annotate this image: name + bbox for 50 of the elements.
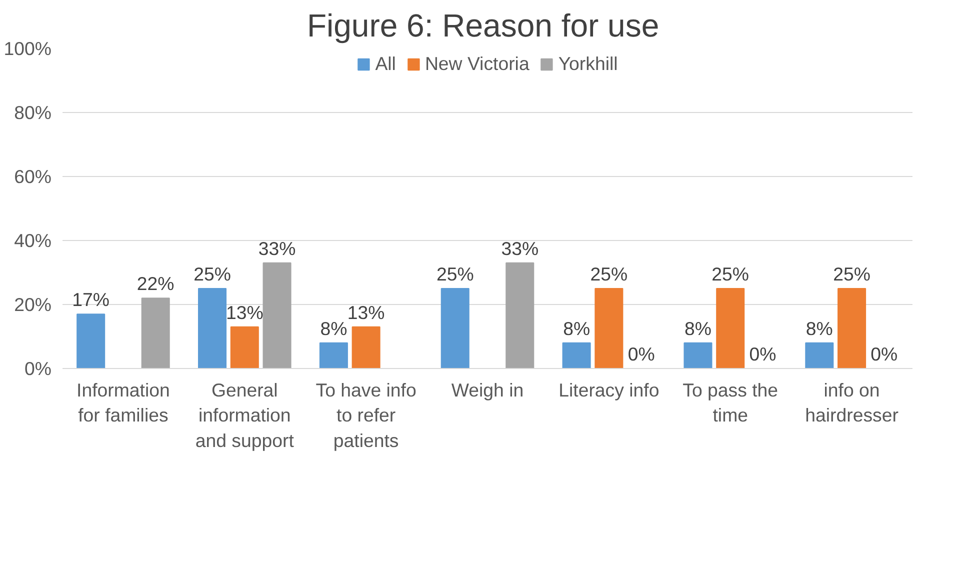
x-tick-label: General information and support	[195, 380, 295, 451]
y-tick-label: 20%	[14, 294, 52, 315]
data-label: 8%	[563, 318, 590, 339]
x-tick-label: Weigh in	[451, 380, 524, 400]
data-label: 0%	[870, 344, 898, 364]
y-tick-label: 0%	[24, 358, 52, 379]
bar	[440, 288, 470, 368]
x-tick-label: To pass the time	[682, 380, 778, 426]
y-tick-label: 100%	[4, 38, 52, 59]
legend-label: New Victoria	[424, 53, 530, 75]
x-tick-label: Literacy info	[558, 380, 660, 400]
data-label: 8%	[684, 318, 712, 339]
bar	[594, 288, 624, 368]
data-label: 17%	[72, 289, 110, 310]
y-tick-label: 60%	[14, 166, 52, 187]
data-label: 8%	[320, 318, 348, 339]
bar	[198, 288, 227, 368]
data-label: 25%	[436, 264, 474, 284]
data-label: 33%	[258, 238, 296, 259]
legend-label: All	[375, 53, 396, 75]
bar	[141, 298, 170, 368]
bar	[319, 342, 348, 368]
data-label: 0%	[749, 344, 776, 364]
bar	[562, 342, 591, 368]
data-label: 0%	[628, 344, 655, 364]
y-tick-label: 40%	[14, 230, 52, 251]
bar	[506, 262, 534, 368]
data-label: 8%	[806, 318, 833, 339]
data-label: 25%	[833, 264, 870, 284]
bar	[838, 288, 866, 368]
bar	[230, 326, 259, 368]
bar	[684, 342, 712, 368]
x-tick-label: Information for families	[76, 380, 170, 426]
data-label: 13%	[347, 302, 385, 323]
x-tick-label: To have info to refer patients	[316, 380, 416, 451]
data-label: 22%	[136, 273, 174, 294]
chart-title: Figure 6: Reason for use	[306, 8, 660, 44]
y-tick-label: 80%	[14, 102, 52, 123]
bar	[76, 314, 106, 368]
data-label: 25%	[194, 264, 231, 284]
data-label: 25%	[590, 264, 628, 284]
data-label: 25%	[712, 264, 750, 284]
bar	[716, 288, 745, 368]
bar	[262, 262, 292, 368]
bar	[805, 342, 834, 368]
data-label: 13%	[226, 302, 264, 323]
data-label: 33%	[501, 238, 539, 259]
x-tick-label: info on hairdresser	[805, 380, 898, 426]
legend-label: Yorkhill	[558, 53, 618, 75]
bar	[352, 326, 380, 368]
